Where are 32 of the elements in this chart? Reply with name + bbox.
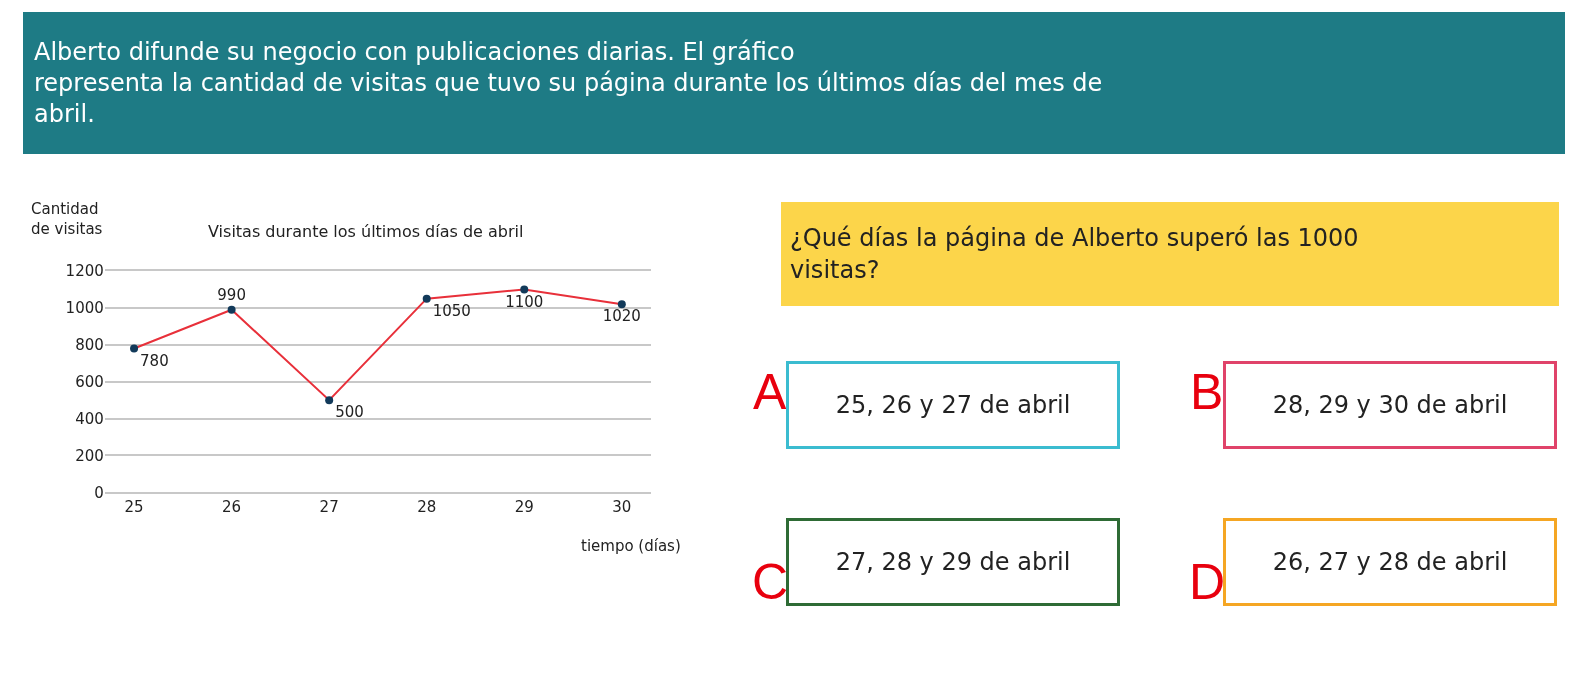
text: D bbox=[1189, 554, 1226, 610]
y-tick-label: 400 bbox=[75, 409, 104, 428]
y-tick-label: 800 bbox=[75, 336, 104, 355]
text: B bbox=[1190, 364, 1224, 420]
data-label: 1100 bbox=[505, 292, 544, 311]
data-label: 1050 bbox=[432, 301, 471, 320]
text: 28, 29 y 30 de abril bbox=[1272, 391, 1508, 419]
y-axis-title: Cantidad de visitas bbox=[31, 200, 103, 238]
x-tick-label: 27 bbox=[319, 498, 339, 517]
y-tick-label: 600 bbox=[75, 372, 104, 391]
data-label: 1020 bbox=[602, 307, 641, 326]
text: ¿Qué días la página de Alberto superó las 1000 visitas? bbox=[790, 224, 1359, 284]
y-tick-label: 200 bbox=[75, 446, 104, 465]
x-tick-label: 28 bbox=[417, 498, 437, 517]
x-tick-label: 30 bbox=[612, 498, 632, 517]
text: Alberto difunde su negocio con publicaciones diarias. El gráfico representa la cantidad de visitas que tuvo su página durante los últimos días del mes de abril. bbox=[34, 37, 1103, 129]
x-tick-label: 25 bbox=[124, 498, 144, 517]
y-tick-label: 0 bbox=[94, 483, 104, 502]
data-label: 990 bbox=[217, 285, 246, 304]
x-tick-label: 29 bbox=[514, 498, 534, 517]
data-label: 500 bbox=[335, 403, 364, 422]
text: 25, 26 y 27 de abril bbox=[835, 391, 1071, 419]
text: 27, 28 y 29 de abril bbox=[835, 548, 1071, 576]
text: A bbox=[753, 364, 787, 420]
x-tick-label: 26 bbox=[222, 498, 242, 517]
chart-title: Visitas durante los últimos días de abril bbox=[208, 222, 524, 241]
y-tick-label: 1000 bbox=[65, 299, 104, 318]
text: 26, 27 y 28 de abril bbox=[1272, 548, 1508, 576]
x-axis-title: tiempo (días) bbox=[581, 537, 681, 555]
data-label: 780 bbox=[140, 351, 169, 370]
text: C bbox=[752, 554, 789, 610]
y-tick-label: 1200 bbox=[65, 262, 104, 281]
